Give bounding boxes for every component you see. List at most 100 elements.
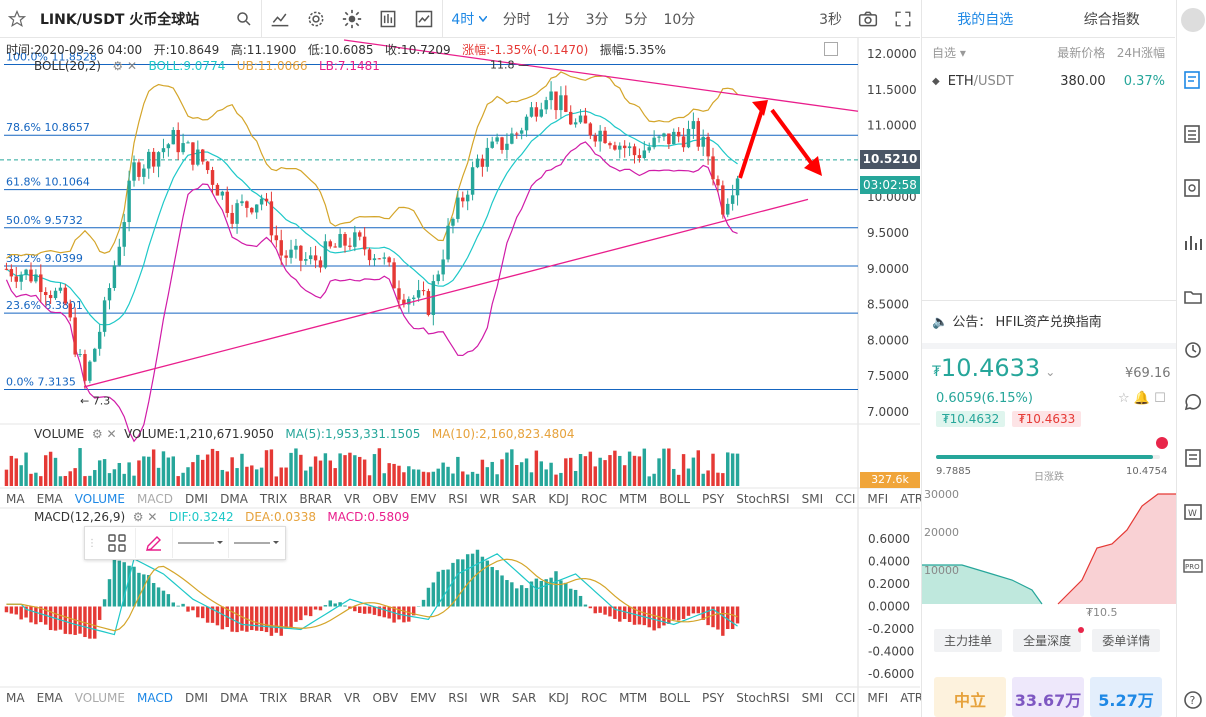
full-depth-button[interactable]: 全量深度 bbox=[1013, 629, 1082, 652]
indicator-tab-cci[interactable]: CCI bbox=[835, 691, 856, 705]
candle-body bbox=[426, 291, 431, 315]
indicator-tab-roc[interactable]: ROC bbox=[580, 492, 608, 506]
indicator-tab-sar[interactable]: SAR bbox=[511, 492, 537, 506]
indicator-tab-rsi[interactable]: RSI bbox=[448, 492, 468, 506]
interval-3m[interactable]: 3分 bbox=[585, 11, 609, 28]
indicator-tab-cci[interactable]: CCI bbox=[835, 492, 856, 506]
expand-icon[interactable] bbox=[824, 42, 838, 56]
interval-timeline[interactable]: 分时 bbox=[502, 11, 531, 28]
indicator-tab-emv[interactable]: EMV bbox=[410, 691, 437, 705]
tab-my-watchlist[interactable]: 我的自选 bbox=[957, 11, 1014, 28]
indicator-tab-boll[interactable]: BOLL bbox=[659, 492, 691, 506]
favorite-star-icon[interactable] bbox=[0, 0, 34, 38]
watchlist-icon[interactable] bbox=[1183, 70, 1203, 90]
fullscreen-icon[interactable] bbox=[886, 0, 920, 38]
indicator-tab-dma[interactable]: DMA bbox=[220, 691, 248, 705]
indicator-tab-boll[interactable]: BOLL bbox=[659, 691, 691, 705]
theme-sun-icon[interactable] bbox=[334, 0, 370, 38]
indicator-tab-ma[interactable]: MA bbox=[6, 492, 25, 506]
search-icon[interactable] bbox=[227, 0, 261, 38]
indicator-tab-volume[interactable]: VOLUME bbox=[74, 492, 125, 506]
interval-10m[interactable]: 10分 bbox=[663, 11, 696, 28]
settings-gear-icon[interactable] bbox=[298, 0, 334, 38]
indicator-tab-mfi[interactable]: MFI bbox=[867, 691, 889, 705]
indicator-tab-dmi[interactable]: DMI bbox=[184, 691, 209, 705]
pro-icon[interactable]: PRO bbox=[1183, 556, 1203, 576]
folder-icon[interactable] bbox=[1183, 286, 1203, 306]
indicator-tab-atr[interactable]: ATR bbox=[900, 492, 924, 506]
indicator-tab-smi[interactable]: SMI bbox=[801, 691, 824, 705]
attention-card[interactable]: 33.67万 bbox=[1012, 677, 1084, 717]
indicator-tab-vr[interactable]: VR bbox=[343, 492, 361, 506]
panel-icons[interactable]: ☆ 🔔 ☐ bbox=[1118, 391, 1166, 406]
depth-chart[interactable]: 30000 20000 10000 ₮10.5 bbox=[922, 480, 1176, 620]
indicator-tab-obv[interactable]: OBV bbox=[372, 691, 399, 705]
avatar[interactable] bbox=[1181, 8, 1205, 32]
order-detail-button[interactable]: 委单详情 bbox=[1092, 629, 1161, 652]
camera-icon[interactable] bbox=[850, 0, 886, 38]
indicator-tab-brar[interactable]: BRAR bbox=[299, 691, 332, 705]
chart-type-icon[interactable] bbox=[262, 0, 298, 38]
indicator-tab-psy[interactable]: PSY bbox=[702, 691, 725, 705]
drag-handle-icon[interactable]: ⋮ bbox=[86, 537, 97, 549]
grid-layout-icon[interactable] bbox=[107, 533, 127, 553]
indicator-tab-dmi[interactable]: DMI bbox=[184, 492, 209, 506]
inflow-card[interactable]: 5.27万 bbox=[1090, 677, 1162, 717]
help-icon[interactable]: ? bbox=[1183, 690, 1203, 710]
wallet-icon[interactable]: W bbox=[1183, 502, 1203, 522]
indicator-tab-vr[interactable]: VR bbox=[343, 691, 361, 705]
indicator-tab-volume[interactable]: VOLUME bbox=[74, 691, 125, 705]
indicator-tab-sar[interactable]: SAR bbox=[511, 691, 537, 705]
indicator-tab-stochrsi[interactable]: StochRSI bbox=[736, 492, 790, 506]
interval-5m[interactable]: 5分 bbox=[624, 11, 648, 28]
indicator-tab-macd[interactable]: MACD bbox=[136, 691, 173, 705]
indicator-tab-mfi[interactable]: MFI bbox=[867, 492, 889, 506]
kline-chart-svg[interactable]: 12.000011.500011.000010.500010.00009.500… bbox=[0, 38, 920, 717]
candle-body bbox=[112, 265, 117, 288]
watchlist-row[interactable]: ◆ ETH/USDT 380.00 0.37% bbox=[932, 73, 1165, 89]
stats-bar-icon[interactable] bbox=[1183, 232, 1203, 252]
indicator-tab-ema[interactable]: EMA bbox=[36, 492, 63, 506]
indicator-tab-kdj[interactable]: KDJ bbox=[548, 691, 569, 705]
chat-icon[interactable] bbox=[1183, 394, 1203, 414]
interval-4h[interactable]: 4时 bbox=[443, 0, 494, 38]
indicator-tab-wr[interactable]: WR bbox=[479, 691, 500, 705]
indicator-tab-ema[interactable]: EMA bbox=[36, 691, 63, 705]
drawing-tool-icon[interactable] bbox=[370, 0, 406, 38]
volume-bar bbox=[269, 449, 274, 486]
indicator-tab-atr[interactable]: ATR bbox=[900, 691, 924, 705]
line-width-select[interactable] bbox=[233, 533, 281, 553]
line-style-select[interactable] bbox=[177, 533, 225, 553]
indicator-tab-obv[interactable]: OBV bbox=[372, 492, 399, 506]
indicator-tab-brar[interactable]: BRAR bbox=[299, 492, 332, 506]
indicator-tab-dma[interactable]: DMA bbox=[220, 492, 248, 506]
indicator-tab-psy[interactable]: PSY bbox=[702, 492, 725, 506]
indicator-tab-roc[interactable]: ROC bbox=[580, 691, 608, 705]
indicator-tab-stochrsi[interactable]: StochRSI bbox=[736, 691, 790, 705]
indicator-tab-ma[interactable]: MA bbox=[6, 691, 25, 705]
doc-icon[interactable] bbox=[1183, 448, 1203, 468]
indicator-tab-wr[interactable]: WR bbox=[479, 492, 500, 506]
sentiment-card[interactable]: 中立 bbox=[934, 677, 1006, 717]
orderbook-icon[interactable] bbox=[1183, 124, 1203, 144]
indicator-tab-trix[interactable]: TRIX bbox=[259, 492, 288, 506]
kline-chart-area[interactable]: 12.000011.500011.000010.500010.00009.500… bbox=[0, 38, 923, 717]
announcement[interactable]: 🔈 公告： HFIL资产兑换指南 bbox=[932, 315, 1102, 330]
indicator-tab-mtm[interactable]: MTM bbox=[619, 492, 648, 506]
watchlist-filter[interactable]: 自选 ▾ bbox=[932, 46, 966, 60]
refresh-rate[interactable]: 3秒 bbox=[819, 11, 842, 28]
main-orders-button[interactable]: 主力挂单 bbox=[934, 629, 1003, 652]
indicator-icon[interactable] bbox=[406, 0, 442, 38]
indicator-tab-trix[interactable]: TRIX bbox=[259, 691, 288, 705]
interval-1m[interactable]: 1分 bbox=[546, 11, 570, 28]
trades-icon[interactable] bbox=[1183, 178, 1203, 198]
indicator-tab-macd[interactable]: MACD bbox=[136, 492, 173, 506]
tab-composite-index[interactable]: 综合指数 bbox=[1083, 11, 1140, 28]
pencil-icon[interactable] bbox=[144, 533, 164, 553]
indicator-tab-kdj[interactable]: KDJ bbox=[548, 492, 569, 506]
indicator-tab-emv[interactable]: EMV bbox=[410, 492, 437, 506]
indicator-tab-mtm[interactable]: MTM bbox=[619, 691, 648, 705]
history-icon[interactable] bbox=[1183, 340, 1203, 360]
indicator-tab-smi[interactable]: SMI bbox=[801, 492, 824, 506]
indicator-tab-rsi[interactable]: RSI bbox=[448, 691, 468, 705]
